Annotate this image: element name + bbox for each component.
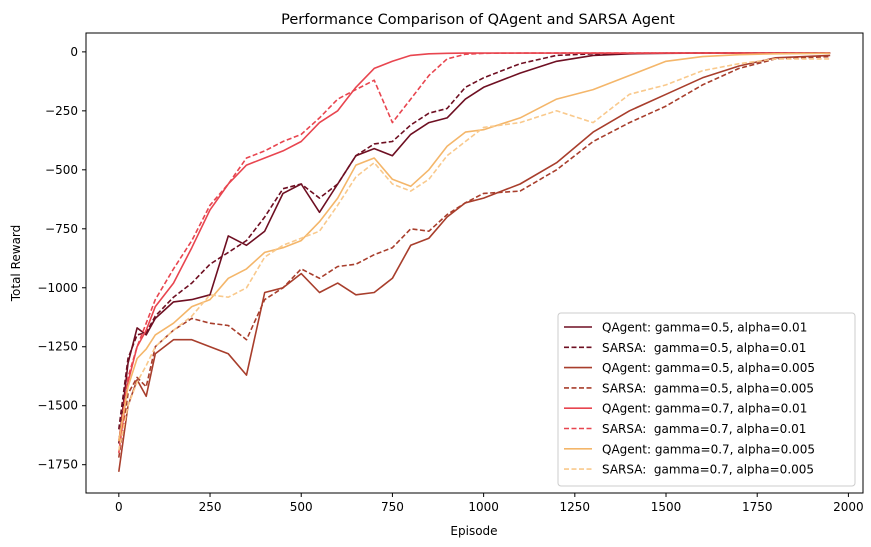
legend-frame — [557, 312, 856, 487]
y-axis: 0 −250 −500 −750 −1000 −1250 −1500 −1750 — [37, 45, 86, 472]
legend-label: SARSA: gamma=0.7, alpha=0.005 — [602, 463, 814, 477]
y-tick-label: −1500 — [37, 399, 78, 413]
series-line-1 — [118, 52, 831, 444]
y-tick-label: −1750 — [37, 458, 78, 472]
legend-label: QAgent: gamma=0.5, alpha=0.005 — [602, 361, 815, 375]
y-tick-label: −1250 — [37, 340, 78, 354]
x-tick-label: 750 — [381, 500, 404, 514]
x-tick-label: 1000 — [468, 500, 499, 514]
legend: QAgent: gamma=0.5, alpha=0.01 SARSA: gamm… — [557, 312, 856, 487]
series-line-3 — [118, 54, 831, 472]
x-tick-label: 1500 — [651, 500, 682, 514]
x-tick-label: 1750 — [742, 500, 773, 514]
series-line-2 — [118, 52, 831, 430]
y-tick-label: −1000 — [37, 281, 78, 295]
chart-title: Performance Comparison of QAgent and SAR… — [281, 12, 675, 28]
series-line-6 — [118, 52, 831, 442]
legend-label: SARSA: gamma=0.7, alpha=0.01 — [602, 422, 806, 436]
legend-label: QAgent: gamma=0.7, alpha=0.005 — [602, 442, 815, 456]
legend-label: SARSA: gamma=0.5, alpha=0.005 — [602, 381, 814, 395]
x-tick-label: 2000 — [833, 500, 864, 514]
x-axis: 0 250 500 750 1000 1250 1500 1750 2000 — [115, 493, 864, 514]
series-line-8 — [118, 58, 831, 451]
series-line-7 — [118, 52, 831, 442]
y-tick-label: 0 — [70, 45, 78, 59]
y-axis-label: Total Reward — [9, 225, 23, 303]
x-tick-label: 0 — [115, 500, 123, 514]
x-tick-label: 250 — [199, 500, 222, 514]
x-tick-label: 500 — [290, 500, 313, 514]
legend-label: QAgent: gamma=0.7, alpha=0.01 — [602, 402, 807, 416]
y-tick-label: −250 — [45, 104, 78, 118]
axes-frame — [85, 32, 864, 494]
plot-area — [118, 52, 831, 472]
y-tick-label: −750 — [45, 222, 78, 236]
y-tick-label: −500 — [45, 163, 78, 177]
legend-label: QAgent: gamma=0.5, alpha=0.01 — [602, 321, 807, 335]
x-axis-label: Episode — [450, 524, 497, 538]
x-tick-label: 1250 — [560, 500, 591, 514]
legend-label: SARSA: gamma=0.5, alpha=0.01 — [602, 341, 806, 355]
